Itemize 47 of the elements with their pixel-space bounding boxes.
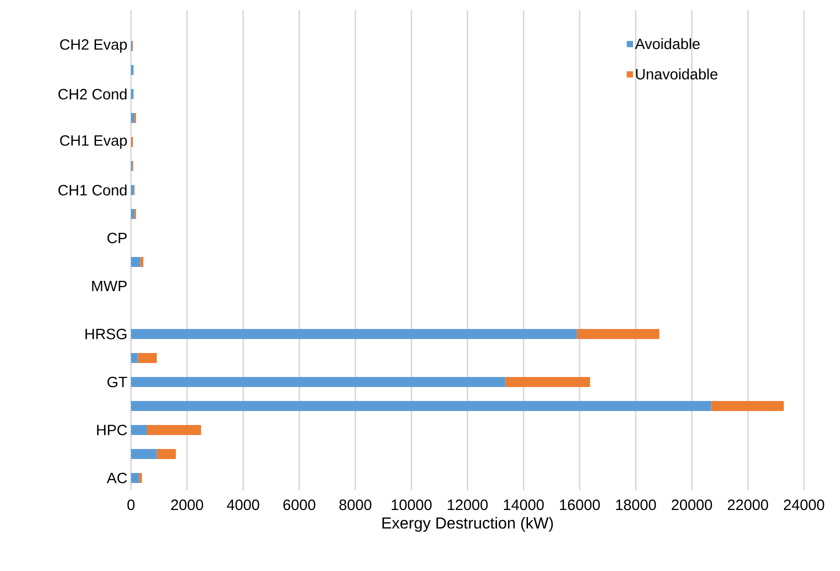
bar [131, 425, 147, 435]
x-tick-label: 6000 [283, 500, 316, 510]
y-tick-label: CP [107, 232, 127, 244]
x-tick-label: 8000 [339, 500, 372, 510]
bar [138, 353, 157, 363]
x-tick-label: 0 [127, 500, 135, 510]
bar [131, 473, 140, 483]
x-tick-label: 18000 [616, 500, 656, 510]
bar [131, 112, 134, 123]
y-tick-label: HPC [97, 424, 127, 436]
y-tick-label: CH2 Evap [60, 39, 127, 53]
x-tick-label: 22000 [728, 500, 768, 510]
bar [576, 329, 660, 339]
y-tick-label: CH1 Cond [58, 184, 126, 196]
x-tick-label: 12000 [448, 500, 488, 510]
bar [131, 449, 157, 459]
bar [140, 257, 144, 267]
y-tick-label: GT [107, 376, 128, 388]
legend-label: Unavoidable [636, 68, 718, 80]
y-tick-label: MWP [92, 280, 127, 292]
x-tick-label: 4000 [226, 500, 260, 510]
bar [131, 64, 134, 75]
bar [711, 401, 784, 411]
x-tick-label: 10000 [392, 500, 432, 510]
bar [131, 401, 712, 411]
bar [131, 353, 138, 363]
bar [146, 425, 202, 435]
legend-label: Avoidable [635, 38, 700, 50]
bar [131, 329, 577, 339]
bar [131, 208, 134, 219]
y-tick-label: CH1 Evap [60, 135, 127, 149]
x-tick-label: 14000 [504, 500, 544, 510]
bar [131, 88, 134, 99]
bar [505, 377, 590, 387]
x-tick-label: 20000 [672, 500, 712, 510]
x-axis-title: Exergy Destruction (kW) [382, 516, 553, 532]
y-tick-label: CH2 Cond [58, 88, 126, 100]
bar [131, 257, 140, 267]
bar [131, 184, 134, 195]
x-tick-label: 16000 [560, 500, 600, 510]
y-tick-label: HRSG [86, 328, 126, 340]
bar [156, 449, 176, 459]
y-tick-label: AC [106, 472, 127, 484]
x-tick-label: 2000 [171, 500, 204, 510]
bar [131, 377, 506, 387]
bar [139, 473, 142, 483]
x-tick-label: 24000 [784, 500, 824, 510]
